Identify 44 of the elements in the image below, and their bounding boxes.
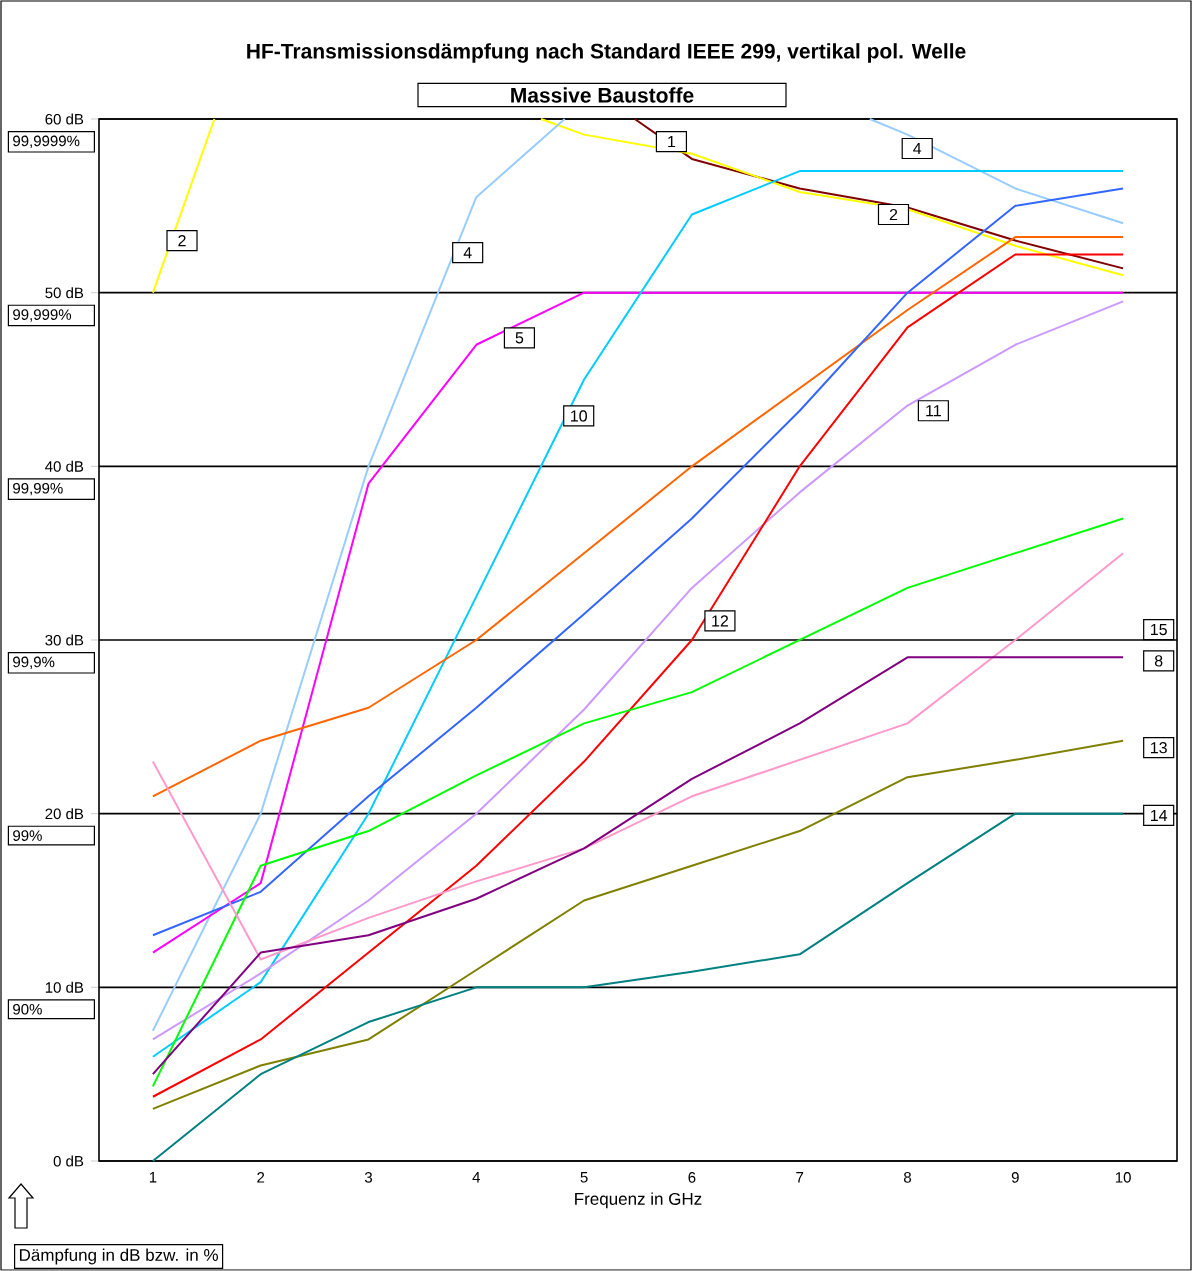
y-tick-label: 30 dB [45, 634, 84, 646]
text: 99,99% [13, 482, 63, 496]
y-tick-label: 20 dB [45, 808, 84, 820]
annotation: 5 [515, 332, 524, 344]
y-tick-label: 10 dB [45, 981, 84, 993]
annotation: 2 [889, 208, 898, 221]
annotation: 15 [1151, 623, 1167, 636]
annotation: 2 [178, 234, 186, 247]
annotation: 4 [913, 143, 922, 155]
annotation: 4 [463, 247, 472, 259]
annotation: 14 [1151, 809, 1168, 821]
text: 99% [13, 830, 42, 841]
text: 90% [13, 1003, 42, 1015]
y-tick-label: 60 dB [45, 113, 84, 125]
annotation: 8 [1154, 655, 1163, 667]
annotation: 13 [1151, 742, 1167, 754]
text: Dämpfung in dB bzw. in % [19, 1248, 218, 1265]
x-tick-label: 9 [1011, 1172, 1019, 1183]
chart-title: HF-Transmissionsdämpfung nach Standard IEEE 299, vertikal pol. Welle [247, 43, 966, 63]
x-tick-label: 6 [688, 1172, 696, 1183]
y-tick-label: 40 dB [45, 460, 84, 472]
annotation: 10 [571, 410, 587, 422]
line-series [151, 187, 1125, 937]
text: 99,999% [13, 309, 72, 322]
x-tick-label: 3 [364, 1172, 373, 1183]
x-axis-title: Frequenz in GHz [575, 1192, 702, 1209]
annotation: 1 [668, 136, 676, 148]
x-tick-label: 4 [472, 1172, 481, 1183]
line-series [151, 739, 1125, 1110]
x-tick-label: 2 [257, 1172, 265, 1183]
x-tick-label: 8 [903, 1172, 912, 1183]
y-tick-label: 0 dB [53, 1155, 84, 1167]
annotation: 11 [926, 405, 941, 417]
chart-subtitle: Massive Baustoffe [511, 87, 694, 103]
y-tick-label: 50 dB [45, 287, 84, 299]
x-tick-label: 1 [149, 1172, 157, 1183]
line-series [633, 118, 1125, 270]
x-tick-label: 5 [580, 1172, 588, 1183]
text: 99,9999% [13, 135, 80, 148]
text: 99,9% [13, 656, 55, 669]
line-series [151, 812, 1125, 1162]
x-tick-label: 7 [796, 1172, 804, 1183]
x-tick-label: 10 [1115, 1172, 1131, 1183]
annotation: 12 [712, 615, 729, 627]
